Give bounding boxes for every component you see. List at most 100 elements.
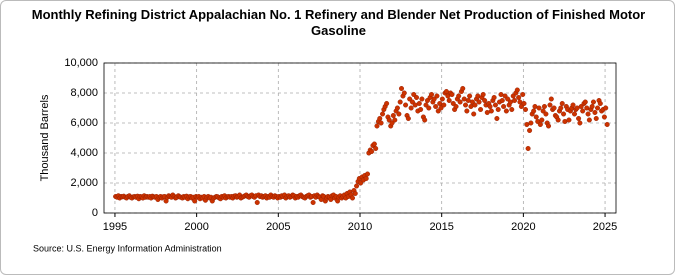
data-point — [371, 141, 377, 147]
data-point — [533, 114, 539, 120]
data-point — [384, 100, 390, 106]
data-point — [509, 106, 515, 112]
data-point — [601, 114, 607, 120]
x-tick-label: 2015 — [429, 221, 453, 233]
data-point — [374, 123, 380, 129]
data-point — [378, 120, 384, 126]
data-point — [604, 121, 610, 127]
data-point — [373, 145, 379, 151]
y-tick-label: 4,000 — [70, 147, 98, 159]
data-point — [582, 99, 588, 105]
data-point — [416, 100, 422, 106]
data-point — [482, 97, 488, 103]
data-point — [434, 93, 440, 99]
data-point — [446, 97, 452, 103]
data-point — [369, 148, 375, 154]
data-point — [499, 97, 505, 103]
data-point — [422, 117, 428, 123]
data-point — [254, 199, 260, 205]
y-tick-label: 10,000 — [64, 57, 98, 69]
data-point — [522, 106, 528, 112]
data-point — [463, 102, 469, 108]
data-point — [548, 96, 554, 102]
data-point — [580, 108, 586, 114]
data-point — [405, 115, 411, 121]
data-point — [396, 111, 402, 117]
data-point — [536, 105, 542, 111]
data-point — [398, 85, 404, 91]
data-point — [365, 171, 371, 177]
x-tick-label: 2025 — [593, 221, 617, 233]
data-point — [593, 115, 599, 121]
data-point — [555, 117, 561, 123]
data-point — [572, 111, 578, 117]
data-point — [394, 105, 400, 111]
data-point — [491, 94, 497, 100]
data-point — [488, 108, 494, 114]
data-point — [363, 175, 369, 181]
data-point — [414, 94, 420, 100]
data-point — [310, 199, 316, 205]
data-point — [585, 111, 591, 117]
data-point — [472, 102, 478, 108]
data-point — [397, 99, 403, 105]
data-point — [460, 85, 466, 91]
data-point — [531, 108, 537, 114]
data-point — [592, 109, 598, 115]
data-point — [471, 111, 477, 117]
y-tick-label: 6,000 — [70, 117, 98, 129]
data-point — [380, 111, 386, 117]
data-point — [433, 103, 439, 109]
data-point — [577, 120, 583, 126]
data-point — [354, 183, 360, 189]
data-point — [551, 105, 557, 111]
data-point — [597, 100, 603, 106]
data-point — [492, 102, 498, 108]
data-point — [589, 103, 595, 109]
data-point — [478, 106, 484, 112]
source-note: Source: U.S. Energy Information Administ… — [33, 243, 222, 253]
data-point — [566, 117, 572, 123]
data-point — [516, 94, 522, 100]
data-point — [603, 105, 609, 111]
data-point — [586, 117, 592, 123]
data-point — [547, 102, 553, 108]
data-point — [419, 96, 425, 102]
data-point — [546, 123, 552, 129]
x-tick-label: 2020 — [511, 221, 535, 233]
x-tick-label: 1995 — [103, 221, 127, 233]
x-tick-label: 2010 — [348, 221, 372, 233]
data-point — [453, 103, 459, 109]
data-point — [464, 108, 470, 114]
data-point — [570, 102, 576, 108]
data-point — [525, 145, 531, 151]
data-point — [558, 105, 564, 111]
data-point — [441, 102, 447, 108]
data-point — [401, 90, 407, 96]
data-point — [487, 103, 493, 109]
data-point — [539, 117, 545, 123]
data-point — [349, 195, 355, 201]
data-point — [494, 115, 500, 121]
data-point — [541, 103, 547, 109]
data-point — [528, 120, 534, 126]
data-point — [480, 91, 486, 97]
data-point — [456, 93, 462, 99]
data-point — [543, 111, 549, 117]
data-point — [377, 115, 383, 121]
data-point — [457, 99, 463, 105]
data-point — [590, 99, 596, 105]
data-point — [408, 105, 414, 111]
data-point — [495, 106, 501, 112]
data-point — [449, 91, 455, 97]
y-tick-label: 8,000 — [70, 87, 98, 99]
data-point — [520, 91, 526, 97]
data-point — [595, 105, 601, 111]
data-point — [352, 190, 358, 196]
plot-frame — [103, 62, 617, 214]
data-point — [392, 117, 398, 123]
data-point — [561, 111, 567, 117]
data-point — [439, 96, 445, 102]
